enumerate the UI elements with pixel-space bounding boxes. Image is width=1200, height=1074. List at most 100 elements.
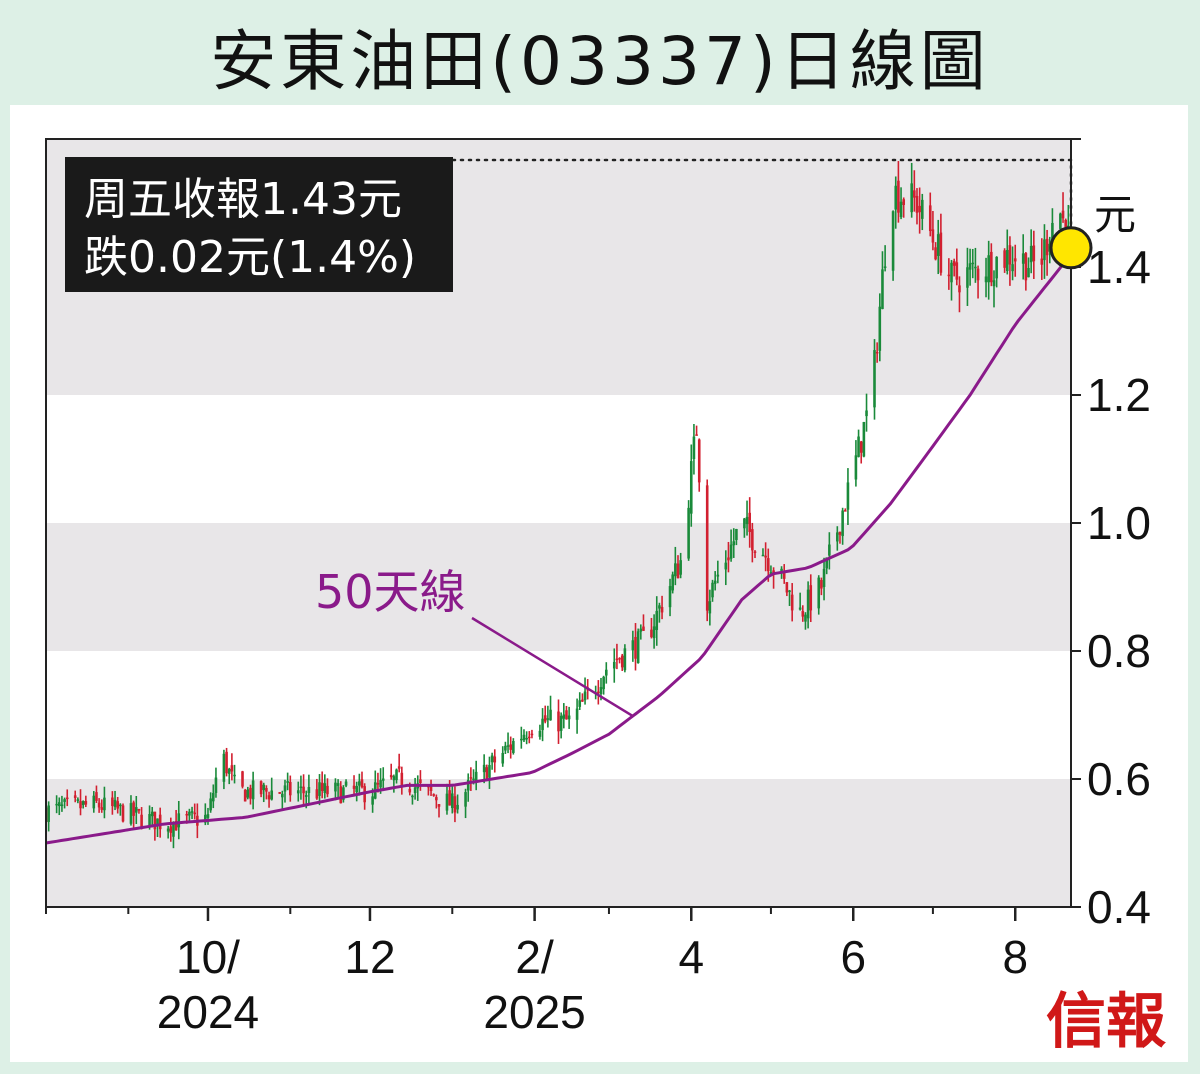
- candle: [729, 529, 733, 562]
- candle: [668, 578, 672, 617]
- candle-body: [1013, 258, 1017, 262]
- y-axis-unit: 元: [1094, 190, 1136, 239]
- candle: [512, 738, 515, 755]
- x-tick-label: 2025: [483, 986, 585, 1038]
- candle-body: [520, 738, 523, 741]
- candle: [894, 176, 898, 229]
- candle: [875, 342, 879, 363]
- candle-body: [984, 276, 988, 283]
- candle-body: [73, 795, 77, 799]
- candle-body: [987, 255, 990, 283]
- candle-body: [743, 518, 746, 529]
- candle: [392, 774, 396, 793]
- candle-body: [620, 655, 624, 668]
- candle: [676, 555, 680, 579]
- candle: [883, 245, 887, 272]
- candle-body: [296, 790, 300, 794]
- candle-body: [113, 799, 117, 807]
- candle-body: [668, 586, 672, 608]
- candle-body: [490, 755, 494, 763]
- candle-body: [732, 541, 736, 546]
- candle-body: [618, 658, 621, 660]
- candle: [193, 803, 197, 820]
- candle: [612, 648, 616, 683]
- candle: [419, 770, 422, 791]
- candle-body: [485, 767, 489, 781]
- candle: [541, 708, 544, 742]
- candle: [822, 557, 826, 601]
- candle-body: [469, 777, 473, 779]
- candle: [1005, 229, 1009, 275]
- candle: [81, 800, 85, 809]
- candle-body: [883, 266, 887, 268]
- candle: [936, 219, 940, 275]
- candle: [506, 732, 510, 754]
- candle: [453, 786, 457, 823]
- candle-body: [132, 802, 135, 816]
- candle-body: [211, 793, 215, 802]
- candle: [1011, 246, 1014, 281]
- candle: [859, 440, 863, 464]
- candle-body: [836, 532, 839, 542]
- candle: [100, 799, 104, 813]
- candle-body: [76, 799, 80, 801]
- candle-body: [899, 201, 903, 218]
- candle: [634, 623, 637, 671]
- candle-body: [894, 185, 898, 210]
- candle: [358, 773, 361, 796]
- candle-body: [278, 792, 281, 794]
- candle: [751, 522, 754, 563]
- candle: [466, 773, 470, 802]
- candle-body: [658, 605, 661, 609]
- candle-body: [339, 786, 343, 804]
- candle: [689, 444, 693, 527]
- candle-body: [1059, 213, 1062, 229]
- candle-body: [79, 801, 82, 809]
- candle: [976, 265, 980, 299]
- candle: [790, 583, 794, 622]
- candle-body: [766, 558, 770, 572]
- candle-body: [820, 580, 823, 589]
- candle-body: [655, 610, 659, 631]
- candle: [129, 795, 133, 826]
- grid-band: [46, 523, 1071, 651]
- candle-body: [166, 828, 170, 832]
- grid-band: [46, 779, 1071, 907]
- candle: [939, 213, 943, 276]
- candle-body: [488, 765, 491, 778]
- candle-body: [206, 814, 210, 818]
- candle-body: [557, 711, 560, 732]
- candle: [1013, 244, 1017, 277]
- candle-body: [806, 589, 810, 619]
- candle-body: [687, 507, 690, 559]
- candle-body: [689, 461, 693, 514]
- candle-body: [389, 774, 393, 778]
- candlestick-chart: 0.4 0.6 0.8 1.0 1.2 1.4 10/2024 12 2/2025 4 6 8 50…: [45, 138, 1166, 1057]
- price-leader-line: [451, 158, 1073, 228]
- candle: [283, 779, 287, 803]
- candle-body: [549, 709, 552, 721]
- candle-body: [193, 812, 197, 815]
- candle: [604, 662, 608, 684]
- candle-body: [60, 804, 64, 807]
- info-box-background: [65, 157, 453, 292]
- candle: [211, 784, 215, 809]
- candle-body: [501, 752, 505, 764]
- candle-body: [259, 781, 263, 795]
- candle: [113, 790, 117, 811]
- candle: [172, 821, 175, 849]
- candle-body: [705, 485, 709, 611]
- candle: [464, 788, 467, 819]
- candle-body: [804, 614, 807, 622]
- candle: [918, 187, 921, 234]
- candle-body: [172, 822, 175, 837]
- candle: [987, 240, 990, 300]
- candle: [992, 270, 996, 308]
- candle-body: [660, 606, 664, 613]
- candle-body: [214, 777, 218, 793]
- candle: [671, 571, 674, 594]
- candle: [132, 800, 135, 828]
- candle: [655, 596, 659, 646]
- candle-body: [599, 687, 603, 695]
- candle: [716, 560, 720, 584]
